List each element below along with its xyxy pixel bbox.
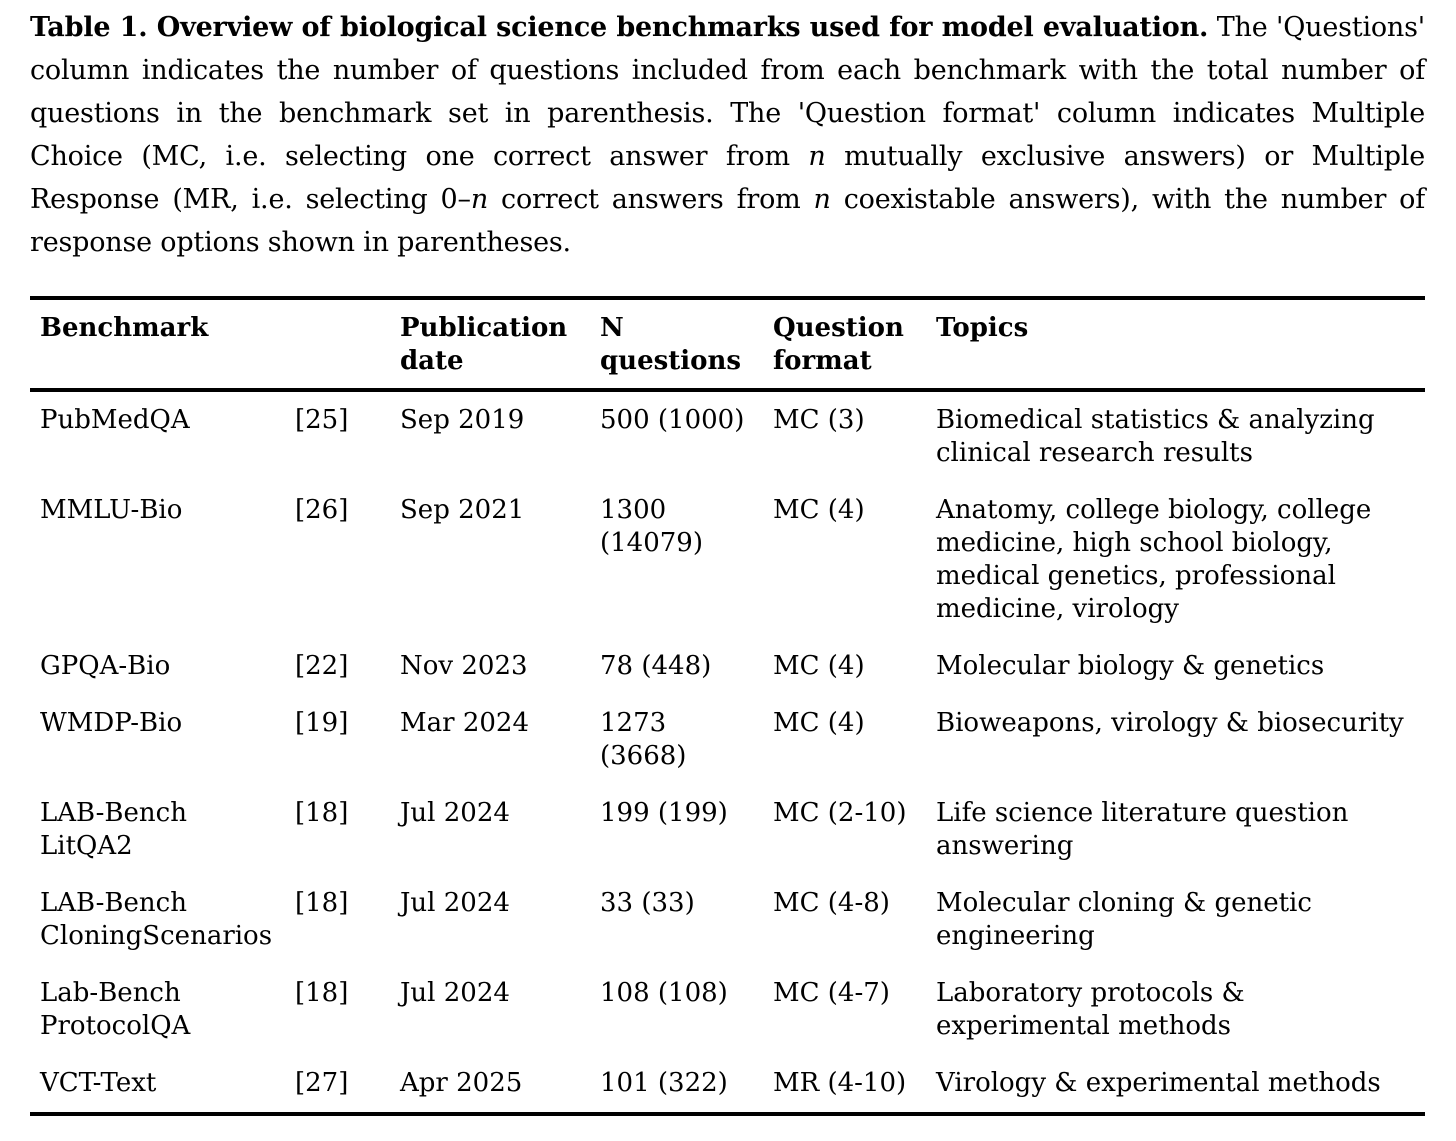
table-row: MMLU-Bio [26] Sep 2021 1300 (14079) MC (4) An… [30,482,1425,638]
col-header-question-format: Question format [773,298,936,392]
cell-pub-date: Mar 2024 [400,708,529,738]
cell-topics: Life science literature question answeri… [936,798,1349,861]
cell-benchmark: LAB-Bench CloningScenarios [40,888,273,951]
cell-n-questions: 500 (1000) [600,405,745,435]
cell-n-questions: 1300 (14079) [600,495,703,558]
cell-pub-date: Jul 2024 [400,888,510,918]
cell-benchmark: VCT-Text [40,1068,157,1098]
cell-format: MC (4-8) [773,888,890,918]
cell-topics: Molecular biology & genetics [936,651,1325,681]
cell-ref: [18] [295,978,349,1008]
col-header-benchmark: Benchmark [30,298,295,392]
cell-format: MC (4) [773,651,865,681]
paper-table-figure: Table 1. Overview of biological science … [30,6,1425,1116]
cell-ref: [18] [295,888,349,918]
table-row: WMDP-Bio [19] Mar 2024 1273 (3668) MC (4) Bio… [30,695,1425,785]
cell-pub-date: Apr 2025 [400,1068,523,1098]
cell-topics: Molecular cloning & genetic engineering [936,888,1312,951]
cell-benchmark: MMLU-Bio [40,495,183,525]
cell-ref: [18] [295,798,349,828]
table-row: LAB-Bench LitQA2 [18] Jul 2024 199 (199) MC … [30,785,1425,875]
caption-text: n [813,184,831,215]
table-header: Benchmark Publication date N questions Q… [30,298,1425,392]
cell-pub-date: Sep 2021 [400,495,525,525]
table-caption: Table 1. Overview of biological science … [30,6,1425,264]
cell-ref: [19] [295,708,349,738]
table-body: PubMedQA [25] Sep 2019 500 (1000) MC (3) Biom… [30,390,1425,1114]
cell-ref: [25] [295,405,349,435]
cell-pub-date: Jul 2024 [400,978,510,1008]
col-header-reference [295,298,400,392]
cell-topics: Laboratory protocols & experimental meth… [936,978,1245,1041]
caption-text: n [808,141,826,172]
col-header-publication-date: Publication date [400,298,600,392]
col-header-topics: Topics [936,298,1425,392]
cell-format: MC (4-7) [773,978,890,1008]
cell-n-questions: 1273 (3668) [600,708,687,771]
table-row: LAB-Bench CloningScenarios [18] Jul 2024 33… [30,875,1425,965]
cell-benchmark: LAB-Bench LitQA2 [40,798,187,861]
cell-topics: Anatomy, college biology, college medici… [936,495,1372,624]
cell-format: MC (4) [773,708,865,738]
cell-format: MC (4) [773,495,865,525]
caption-text: The 'Questions' column indicates the num… [30,12,1426,172]
cell-n-questions: 33 (33) [600,888,695,918]
caption-text: mutually exclusive answers) or Multiple … [30,141,1425,215]
cell-topics: Biomedical statistics & analyzing clinic… [936,405,1375,468]
cell-n-questions: 108 (108) [600,978,728,1008]
benchmarks-table: Benchmark Publication date N questions Q… [30,296,1425,1116]
col-header-n-questions: N questions [600,298,773,392]
cell-benchmark: PubMedQA [40,405,190,435]
table-row: GPQA-Bio [22] Nov 2023 78 (448) MC (4) Molecu… [30,638,1425,695]
cell-benchmark: Lab-Bench ProtocolQA [40,978,191,1041]
cell-benchmark: WMDP-Bio [40,708,183,738]
cell-ref: [26] [295,495,349,525]
cell-benchmark: GPQA-Bio [40,651,171,681]
caption-text: correct answers from [488,184,814,215]
table-row: Lab-Bench ProtocolQA [18] Jul 2024 108 (108… [30,965,1425,1055]
cell-topics: Bioweapons, virology & biosecurity [936,708,1404,738]
cell-ref: [27] [295,1068,349,1098]
cell-format: MR (4-10) [773,1068,907,1098]
caption-text: n [470,184,489,215]
cell-topics: Virology & experimental methods [936,1068,1381,1098]
caption-title: Table 1. Overview of biological science … [30,12,1209,43]
table-row: VCT-Text [27] Apr 2025 101 (322) MR (4-10) Vi… [30,1055,1425,1114]
cell-format: MC (3) [773,405,865,435]
cell-n-questions: 199 (199) [600,798,728,828]
caption-text: coexistable answers), with the number of… [30,184,1425,258]
cell-pub-date: Sep 2019 [400,405,525,435]
cell-format: MC (2-10) [773,798,907,828]
cell-n-questions: 101 (322) [600,1068,728,1098]
cell-pub-date: Nov 2023 [400,651,528,681]
cell-n-questions: 78 (448) [600,651,712,681]
table-row: PubMedQA [25] Sep 2019 500 (1000) MC (3) Biom… [30,390,1425,482]
cell-ref: [22] [295,651,349,681]
table-header-row: Benchmark Publication date N questions Q… [30,298,1425,392]
cell-pub-date: Jul 2024 [400,798,510,828]
